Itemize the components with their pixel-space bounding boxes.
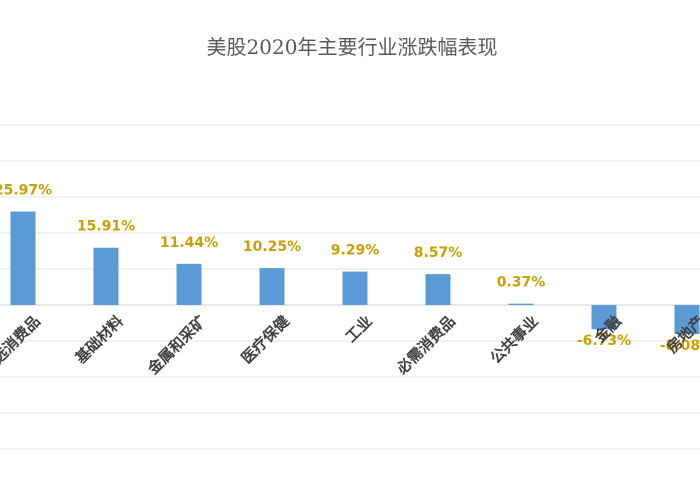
data-label: 0.37%	[497, 275, 546, 291]
bar	[10, 211, 36, 305]
data-label: 10.25%	[243, 239, 301, 255]
bar	[674, 305, 700, 335]
bars	[10, 211, 700, 335]
bar	[176, 263, 202, 305]
category-label: 基础材料	[71, 312, 127, 368]
bar	[591, 305, 617, 330]
data-label: -8.08%	[660, 338, 700, 354]
data-label: 15.91%	[77, 219, 135, 235]
data-labels: 25.97% 15.91% 11.44% 10.25% 9.29% 8.57% 0.37% -…	[0, 183, 700, 355]
category-label: 金属和采矿	[143, 312, 209, 378]
data-label: 11.44%	[160, 235, 218, 251]
bar	[425, 274, 451, 305]
category-label: 必需消费品	[392, 312, 458, 378]
bar	[508, 303, 534, 305]
bar	[259, 268, 285, 305]
data-label: 9.29%	[331, 243, 380, 259]
category-label: 可选消费品	[0, 312, 44, 378]
bar	[342, 271, 368, 305]
category-label: 医疗保健	[238, 312, 293, 367]
bar	[93, 247, 119, 305]
data-label: 8.57%	[414, 245, 463, 261]
data-label: 25.97%	[0, 183, 52, 199]
category-label: 公共事业	[487, 312, 542, 367]
chart-title: 美股2020年主要行业涨跌幅表现	[207, 35, 498, 59]
data-label: -6.73%	[577, 333, 631, 349]
